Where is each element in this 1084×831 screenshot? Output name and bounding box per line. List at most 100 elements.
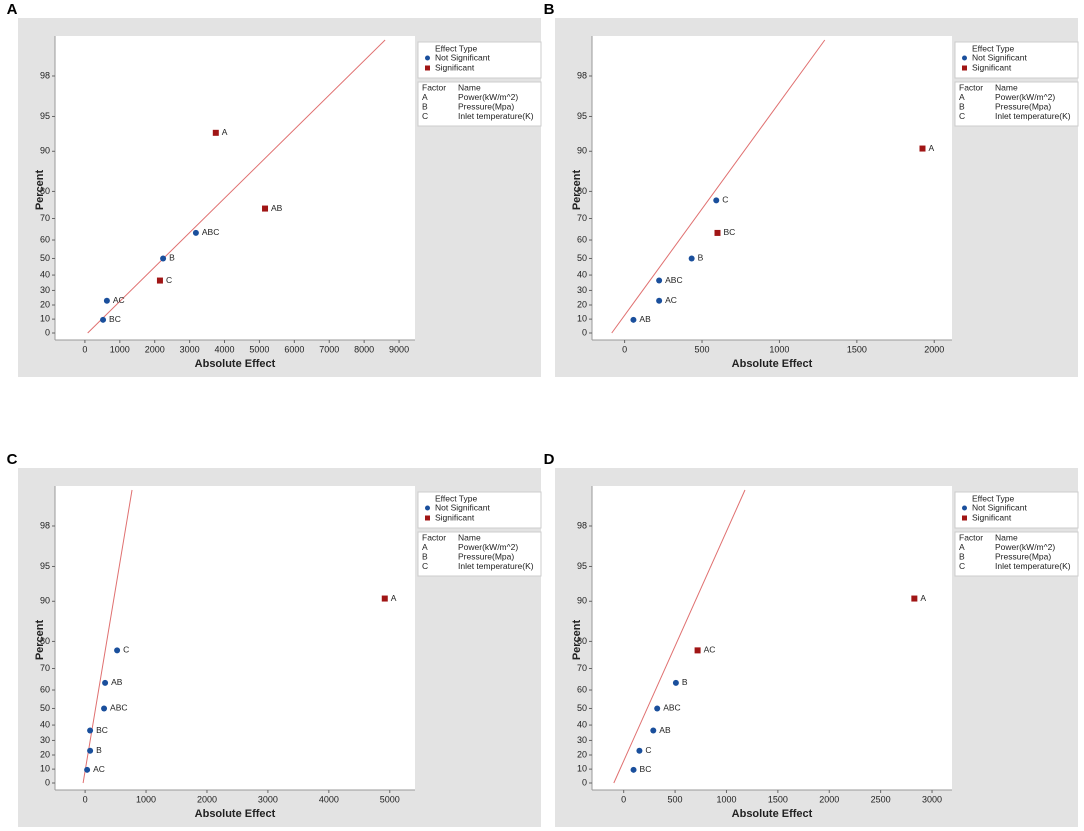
point-label: B — [682, 677, 688, 687]
y-axis-label: Percent — [571, 169, 583, 210]
x-axis-label: Absolute Effect — [732, 808, 813, 820]
point — [919, 145, 926, 152]
factor-text: Factor — [959, 82, 983, 92]
y-tick-label: 30 — [577, 735, 587, 745]
factor-text: Name — [995, 532, 1018, 542]
legend-marker — [425, 65, 430, 71]
legend-title: Effect Type — [972, 493, 1014, 503]
panel: 0 10 20 30 40 50 60 70 80 90 95 98 0 500 1000 1500 2000 A… — [544, 1, 1079, 377]
y-tick-label: 95 — [577, 111, 587, 121]
y-tick-label: 40 — [577, 269, 587, 279]
y-tick-label: 90 — [40, 146, 50, 156]
point — [84, 766, 91, 773]
point — [192, 229, 199, 236]
factor-text: Name — [995, 82, 1018, 92]
y-tick-label: 40 — [40, 269, 50, 279]
y-tick-label: 10 — [577, 763, 587, 773]
factor-text: Name — [458, 82, 481, 92]
y-tick-label: 50 — [40, 253, 50, 263]
legend-label: Significant — [972, 512, 1012, 522]
panel: 0 10 20 30 40 50 60 70 80 90 95 98 0 1000 2000 3000 4000… — [7, 1, 542, 377]
point — [656, 277, 663, 284]
y-tick-label: 60 — [40, 234, 50, 244]
point — [672, 679, 679, 686]
point — [654, 705, 661, 712]
point-label: A — [222, 127, 228, 137]
y-tick-label: 20 — [40, 299, 50, 309]
x-tick-label: 1500 — [847, 344, 867, 354]
point — [101, 705, 108, 712]
point — [262, 205, 269, 212]
point — [156, 277, 163, 284]
point-label: AC — [665, 295, 677, 305]
point — [114, 647, 121, 654]
x-tick-label: 0 — [621, 794, 626, 804]
point — [87, 747, 94, 754]
x-tick-label: 500 — [668, 794, 683, 804]
factor-text: Power(kW/m^2) — [995, 542, 1055, 552]
x-tick-label: 3000 — [258, 794, 278, 804]
panel-label: A — [7, 1, 18, 18]
y-tick-label: 60 — [577, 684, 587, 694]
panel-body: 0 10 20 30 40 50 60 70 80 90 95 98 0 1000 2000 3000 4000… — [34, 36, 542, 370]
x-tick-label: 6000 — [284, 344, 304, 354]
factor-text: Inlet temperature(K) — [995, 111, 1071, 121]
point — [688, 255, 695, 262]
factor-text: Factor — [959, 532, 983, 542]
factor-text: Power(kW/m^2) — [458, 542, 518, 552]
point-label: A — [920, 593, 926, 603]
x-tick-label: 1500 — [768, 794, 788, 804]
panel-body: 0 10 20 30 40 50 60 70 80 90 95 98 0 1000 2000 3000 4000… — [34, 486, 542, 820]
y-tick-label: 80 — [577, 636, 587, 646]
y-axis-label: Percent — [34, 619, 46, 660]
legend-label: Not Significant — [972, 52, 1027, 62]
legend-label: Significant — [435, 512, 475, 522]
y-tick-label: 0 — [45, 777, 50, 787]
x-tick-label: 1000 — [110, 344, 130, 354]
y-tick-label: 10 — [40, 763, 50, 773]
y-tick-label: 40 — [577, 719, 587, 729]
x-tick-label: 4000 — [319, 794, 339, 804]
plot-area — [592, 36, 952, 340]
point-label: B — [698, 253, 704, 263]
y-tick-label: 0 — [582, 777, 587, 787]
factor-box — [954, 81, 1079, 127]
x-tick-label: 2000 — [145, 344, 165, 354]
factor-box — [417, 81, 542, 127]
x-tick-label: 1000 — [136, 794, 156, 804]
y-tick-label: 60 — [577, 234, 587, 244]
x-tick-label: 5000 — [249, 344, 269, 354]
legend-marker — [962, 505, 967, 511]
legend-label: Not Significant — [972, 502, 1027, 512]
point-label: C — [722, 195, 728, 205]
plot-area — [592, 486, 952, 790]
legend-label: Significant — [972, 62, 1012, 72]
factor-text: Factor — [422, 82, 446, 92]
factor-text: C — [422, 561, 428, 571]
point — [694, 647, 701, 654]
x-tick-label: 9000 — [389, 344, 409, 354]
x-tick-label: 0 — [82, 344, 87, 354]
x-tick-label: 3000 — [180, 344, 200, 354]
x-tick-label: 4000 — [215, 344, 235, 354]
point-label: AB — [111, 677, 123, 687]
factor-text: C — [959, 561, 965, 571]
point-label: C — [166, 275, 172, 285]
factor-text: C — [959, 111, 965, 121]
point-label: AB — [639, 314, 651, 324]
point-label: ABC — [663, 703, 680, 713]
legend-title: Effect Type — [435, 43, 477, 53]
point-label: BC — [640, 764, 652, 774]
panel: 0 10 20 30 40 50 60 70 80 90 95 98 0 500 1000 1500 2000 2… — [544, 451, 1079, 827]
factor-box — [954, 531, 1079, 577]
y-tick-label: 90 — [40, 596, 50, 606]
legend-box — [417, 491, 542, 529]
point-label: AC — [113, 295, 125, 305]
y-tick-label: 50 — [577, 253, 587, 263]
x-axis-label: Absolute Effect — [195, 358, 276, 370]
legend-label: Not Significant — [435, 502, 490, 512]
point — [100, 316, 107, 323]
factor-text: Pressure(Mpa) — [458, 551, 514, 561]
x-tick-label: 2000 — [819, 794, 839, 804]
point — [656, 297, 663, 304]
